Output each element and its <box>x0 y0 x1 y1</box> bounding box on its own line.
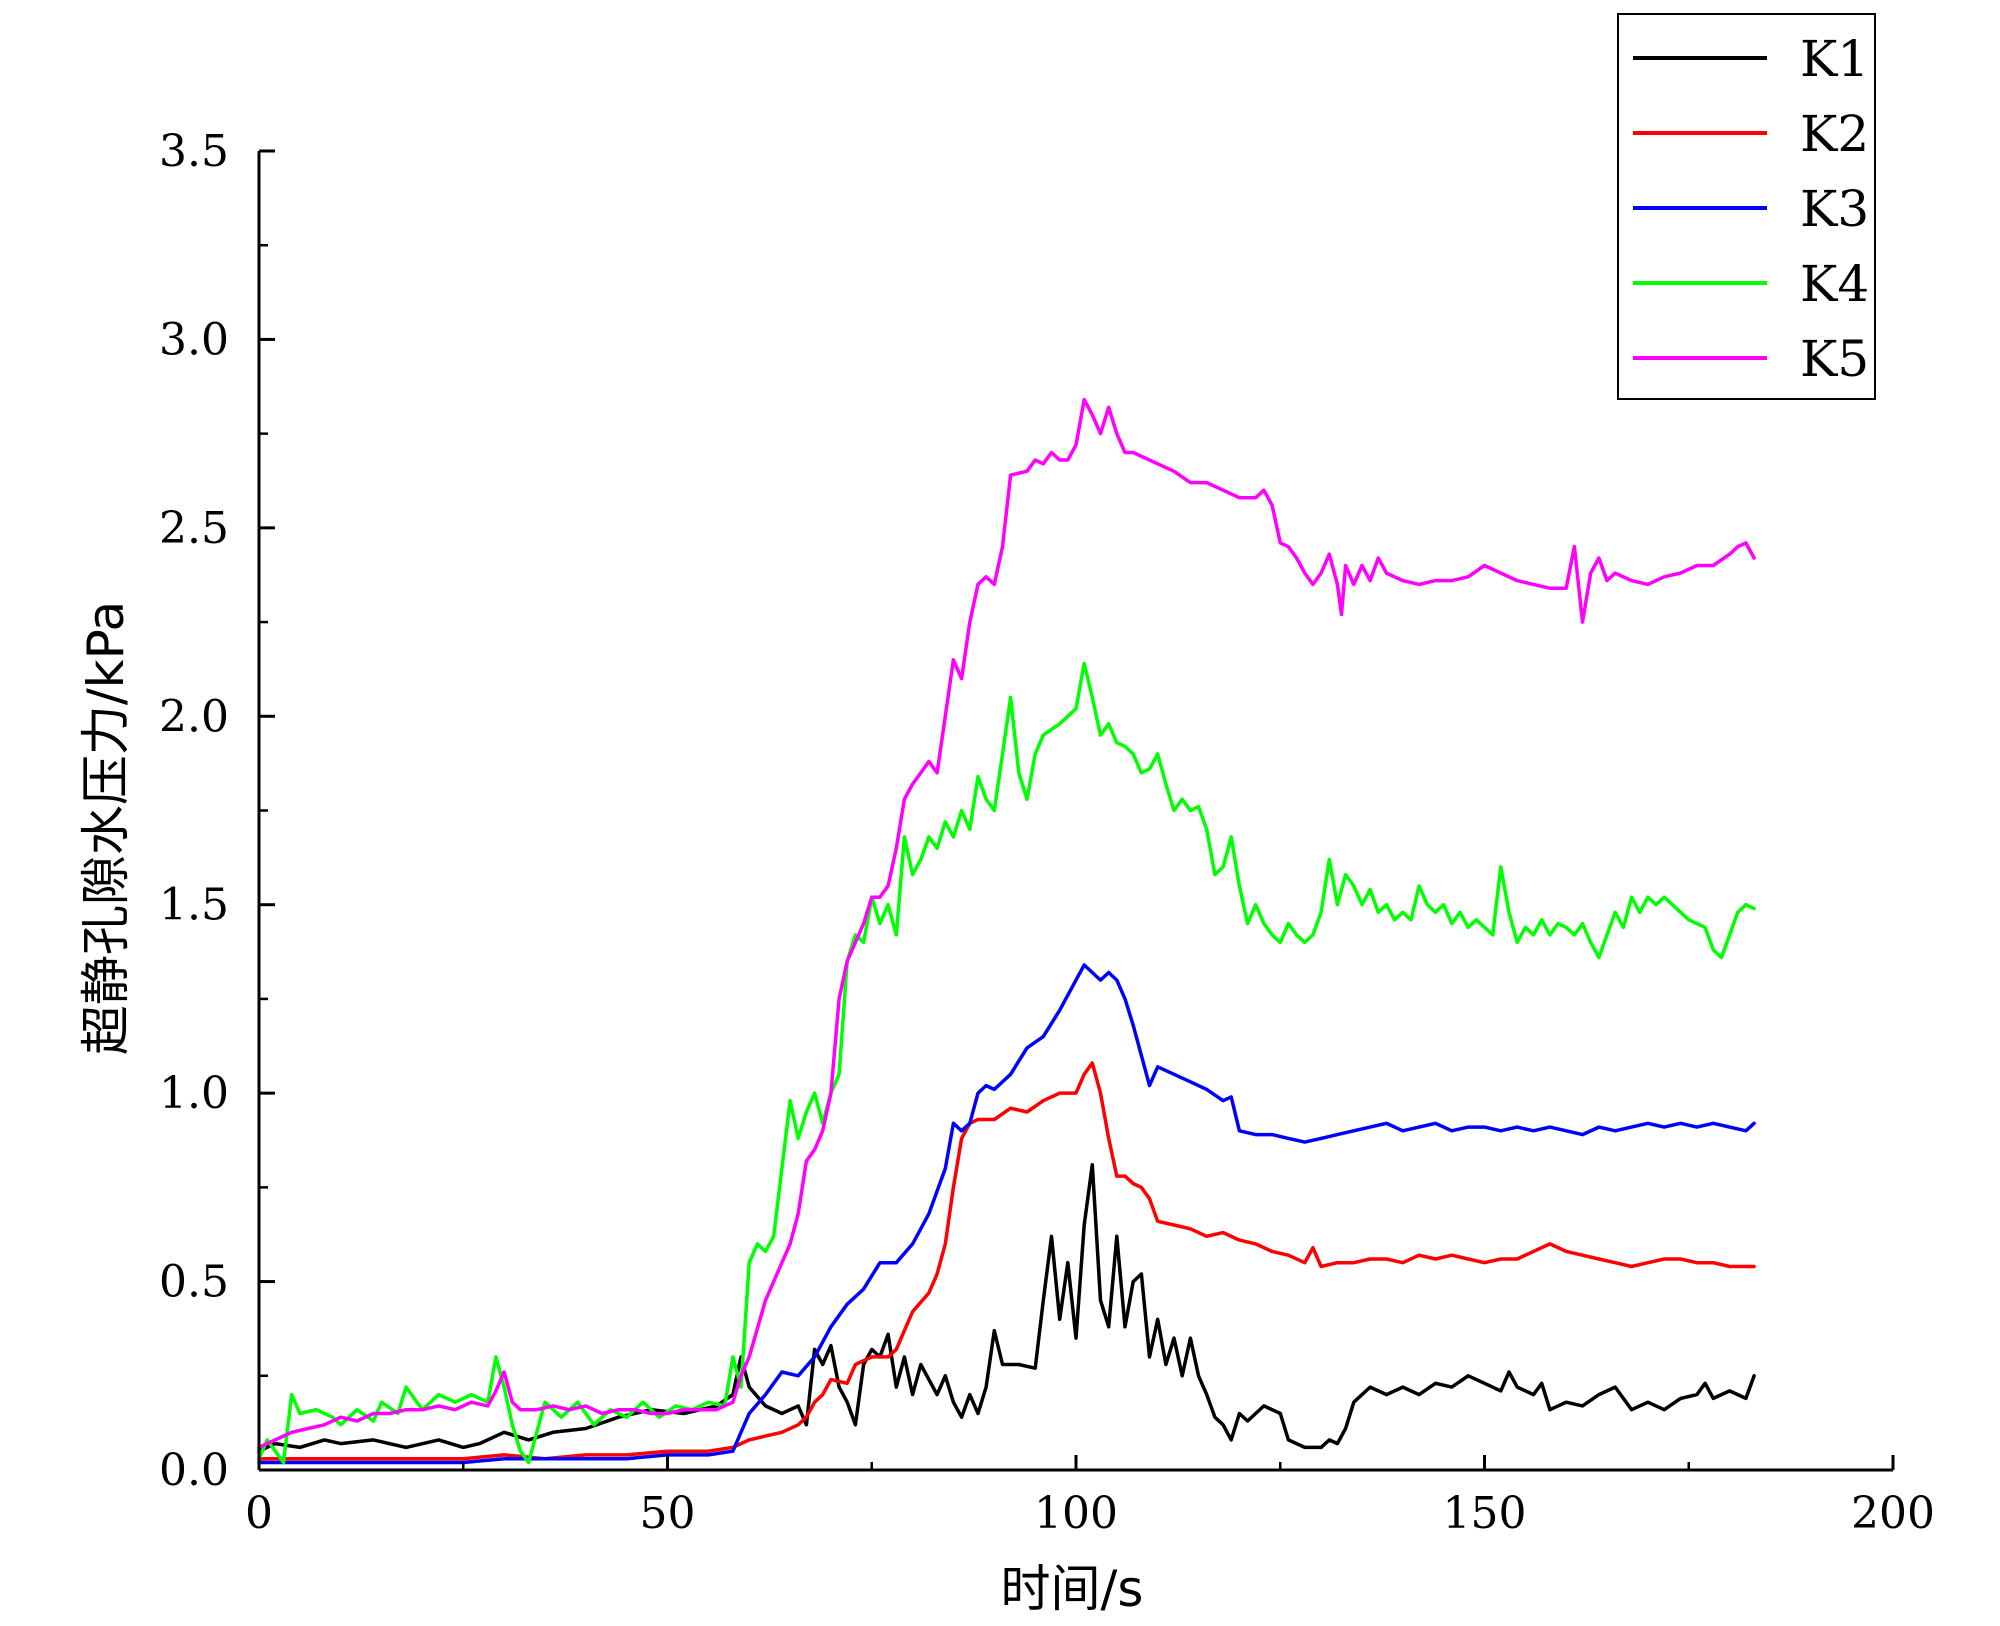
y-tick-label: 0.5 <box>159 1257 229 1308</box>
ticks: 0 50 100 150 200 0.0 0.5 1.0 1.5 2.0 2.5 3.0 3.5 <box>159 126 1935 1539</box>
x-axis-title: 时间/s <box>1001 1560 1144 1618</box>
plot-series <box>257 397 1756 1465</box>
y-tick-label: 2.0 <box>159 691 229 742</box>
y-tick-label: 1.0 <box>159 1068 229 1119</box>
legend-label-k3: K3 <box>1800 180 1869 238</box>
legend: K1 K2 K3 K4 K5 <box>1617 13 1876 400</box>
legend-items: K1 K2 K3 K4 K5 <box>1633 30 1869 388</box>
series-line-k4 <box>257 661 1756 1465</box>
y-tick-label: 1.5 <box>159 880 229 931</box>
legend-label-k2: K2 <box>1800 105 1869 163</box>
series-line-k3 <box>257 963 1756 1465</box>
y-tick-label: 2.5 <box>159 503 229 554</box>
x-tick-label: 200 <box>1851 1488 1935 1539</box>
series-line-k1 <box>257 1162 1756 1453</box>
y-axis-title: 超静孔隙水压力/kPa <box>77 601 135 1055</box>
x-tick-label: 50 <box>640 1488 696 1539</box>
x-tick-label: 150 <box>1443 1488 1527 1539</box>
series-line-k5 <box>257 397 1756 1450</box>
x-tick-label: 100 <box>1034 1488 1118 1539</box>
y-tick-label: 3.0 <box>159 314 229 365</box>
y-tick-label: 3.5 <box>159 126 229 177</box>
x-tick-label: 0 <box>245 1488 273 1539</box>
series-line-k2 <box>257 1061 1756 1461</box>
legend-label-k4: K4 <box>1800 255 1869 313</box>
y-tick-label: 0.0 <box>159 1445 229 1496</box>
legend-label-k1: K1 <box>1800 30 1869 88</box>
legend-label-k5: K5 <box>1800 330 1869 388</box>
